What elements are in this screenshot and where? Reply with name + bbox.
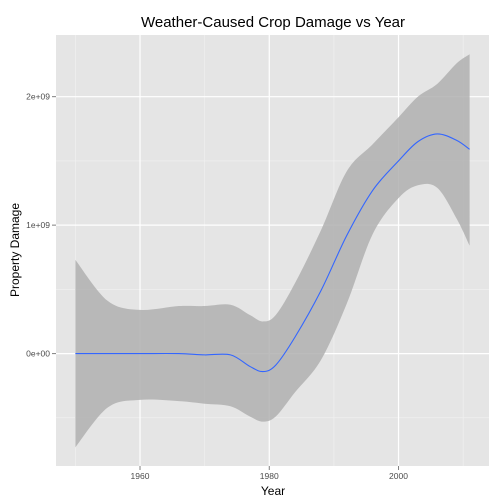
chart-title: Weather-Caused Crop Damage vs Year xyxy=(141,14,405,31)
y-axis-title: Property Damage xyxy=(8,203,22,297)
confidence-band xyxy=(75,54,470,448)
x-axis-ticks: 1960 1980 2000 xyxy=(131,466,408,481)
x-tick-label: 1960 xyxy=(131,471,150,481)
x-tick-label: 2000 xyxy=(389,471,408,481)
y-tick-label: 1e+09 xyxy=(26,220,50,230)
smoothed-trend-line xyxy=(75,133,470,373)
y-tick-label: 0e+00 xyxy=(26,349,50,359)
plot-panel xyxy=(56,35,489,466)
y-tick-label: 2e+09 xyxy=(26,92,50,102)
y-axis-ticks: 0e+00 1e+09 2e+09 xyxy=(26,92,56,359)
x-tick-label: 1980 xyxy=(260,471,279,481)
x-axis-title: Year xyxy=(261,484,285,498)
